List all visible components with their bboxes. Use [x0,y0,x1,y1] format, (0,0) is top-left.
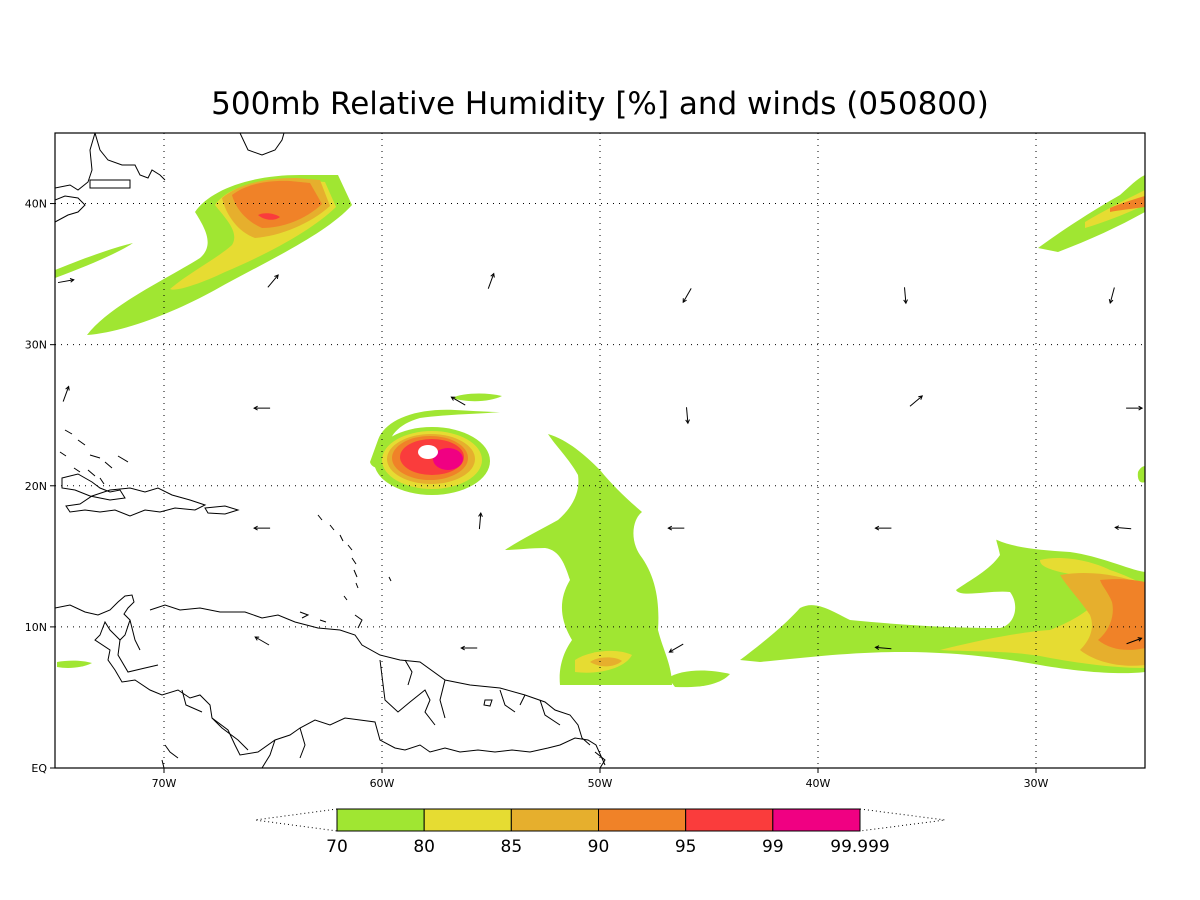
coast-bahamas [59,429,129,485]
wind-arrow [667,525,685,531]
colorbar-label: 99.999 [830,837,889,857]
lon-tick-label: 60W [370,777,395,790]
rh-streak-ne-70 [1038,175,1145,252]
wind-arrow [874,645,892,650]
colorbar-label: 80 [413,837,435,857]
lon-tick-label: 40W [806,777,831,790]
wind-arrow [1108,287,1115,305]
rh-patch-west-70 [57,660,92,668]
colorbar-extend-high [859,808,946,832]
map-title: 500mb Relative Humidity [%] and winds (0… [211,86,989,122]
coast-south-america [55,594,606,768]
lat-tick-label: 40N [25,198,47,211]
wind-arrow [253,405,271,411]
wind-arrow [254,636,270,646]
wind-arrow [909,395,924,407]
plot-area [55,133,1145,768]
colorbar-swatch [510,808,600,832]
lat-tick-label: 10N [25,621,47,634]
coast-cuba [61,473,126,501]
wind-arrow [668,643,684,653]
lon-tick-label: 70W [152,777,177,790]
rh-storm-99 [433,448,463,470]
rh-band-east-90 [1098,579,1145,650]
lat-tick-label: EQ [31,762,47,775]
wind-arrow [57,278,75,284]
wind-arrow [1126,637,1143,645]
wind-arrow [682,288,692,304]
rh-band-nw-95 [258,213,280,220]
colorbar-swatch [685,808,774,832]
colorbar-label: 95 [675,837,697,857]
wind-arrow [1114,525,1132,531]
colorbar-swatch [423,808,512,832]
colorbar-swatch [772,808,861,832]
wind-arrow [267,274,279,288]
rh-strip-west-70 [55,243,133,278]
coast-north-america [55,133,285,223]
rh-band-nw-90 [232,180,322,228]
coast-antilles [317,514,392,601]
rh-storm-eye [418,445,438,459]
wind-arrow [460,645,478,651]
wind-arrow [62,385,70,402]
colorbar-label: 85 [501,837,523,857]
colorbar-swatch [336,808,425,832]
coast-puerto-rico [204,505,240,515]
rh-patch-east-70 [1137,466,1145,483]
wind-arrow [253,525,271,531]
lon-tick-label: 50W [588,777,613,790]
rh-storm-cap-70 [452,393,502,402]
axis-labels: 70W 60W 50W 40W 30W EQ 10N 20N 30N 40N [25,198,1049,790]
colorbar-extend-low [254,808,338,832]
lat-tick-label: 30N [25,339,47,352]
rh-tongue-tail-70 [668,670,730,688]
coastlines [55,133,606,768]
wind-arrow [487,272,495,289]
wind-arrow [450,396,466,406]
wind-vectors [57,272,1144,653]
rh-tongue-85 [590,657,622,667]
lat-tick-label: 20N [25,480,47,493]
wind-arrow [478,512,483,530]
wind-arrow [874,525,892,531]
lon-tick-label: 30W [1024,777,1049,790]
colorbar-label: 99 [762,837,784,857]
colorbar-label: 70 [326,837,348,857]
humidity-shading [55,175,1145,688]
coast-venezuela-interior [117,619,561,768]
rh-tongue-70 [505,434,672,685]
colorbar: 70 80 85 90 95 99 99.999 [254,808,946,857]
rh-streak-ne-90 [1110,196,1145,212]
colorbar-swatch [598,808,687,832]
rh-storm-arc-70 [370,409,500,468]
colorbar-label: 90 [588,837,610,857]
coast-hispaniola [65,487,207,517]
wind-arrow [1126,405,1144,411]
wind-arrow [685,407,690,425]
wind-arrow [903,287,908,305]
